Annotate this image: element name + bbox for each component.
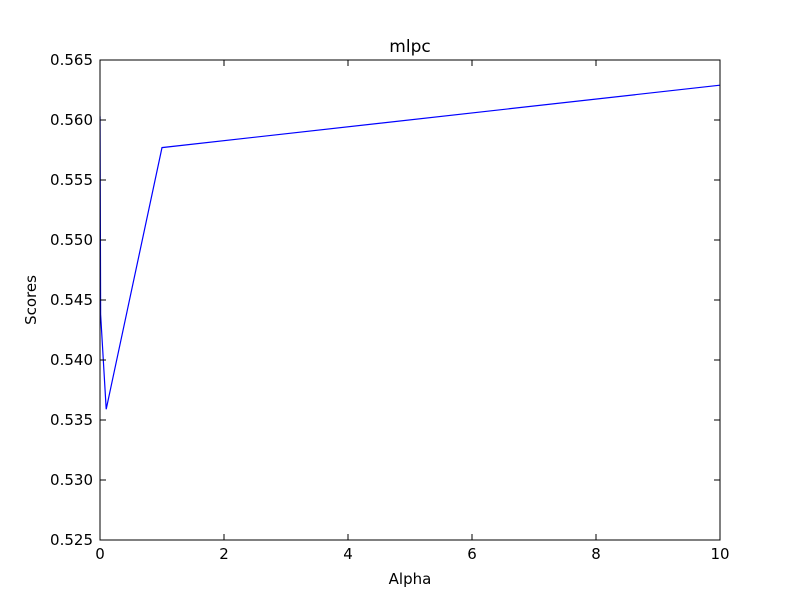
y-tick-label: 0.550 bbox=[50, 231, 93, 249]
chart-title: mlpc bbox=[389, 37, 430, 57]
y-tick-label: 0.565 bbox=[50, 51, 93, 69]
y-tick-label: 0.560 bbox=[50, 111, 93, 129]
x-tick-label: 8 bbox=[591, 545, 601, 563]
x-tick-label: 6 bbox=[467, 545, 477, 563]
y-tick-label: 0.535 bbox=[50, 411, 93, 429]
y-tick-label: 0.555 bbox=[50, 171, 93, 189]
x-axis-label: Alpha bbox=[389, 570, 432, 588]
x-axis-ticks: 0 2 4 6 8 10 bbox=[95, 60, 730, 563]
x-tick-label: 4 bbox=[343, 545, 353, 563]
y-tick-label: 0.540 bbox=[50, 351, 93, 369]
y-tick-label: 0.525 bbox=[50, 531, 93, 549]
y-axis-ticks: 0.525 0.530 0.535 0.540 0.545 0.550 0.555 0.560… bbox=[50, 51, 720, 549]
y-tick-label: 0.545 bbox=[50, 291, 93, 309]
x-tick-label: 10 bbox=[710, 545, 729, 563]
x-tick-label: 0 bbox=[95, 545, 105, 563]
y-tick-label: 0.530 bbox=[50, 471, 93, 489]
y-axis-label: Scores bbox=[22, 275, 40, 325]
x-tick-label: 2 bbox=[219, 545, 229, 563]
